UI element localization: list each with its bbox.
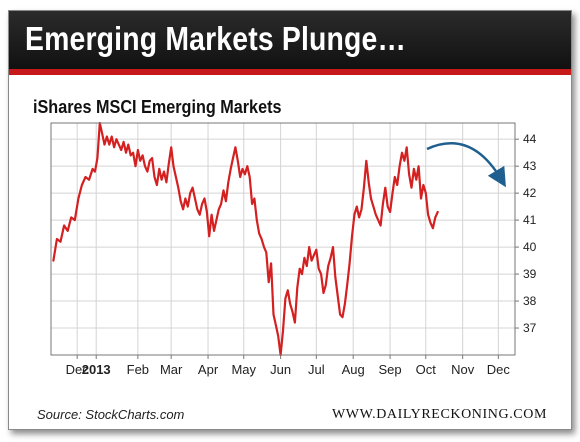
chart-title: iShares MSCI Emerging Markets bbox=[33, 97, 282, 117]
header-banner: Emerging Markets Plunge… bbox=[9, 11, 571, 75]
source-note: Source: StockCharts.com bbox=[37, 407, 185, 422]
x-tick-label: Sep bbox=[379, 362, 402, 377]
x-tick-label: Dec bbox=[66, 362, 90, 377]
x-tick-label: Nov bbox=[451, 362, 475, 377]
banner-title: Emerging Markets Plunge… bbox=[25, 20, 407, 57]
plot-border bbox=[50, 122, 516, 356]
x-tick-label: May bbox=[231, 362, 256, 377]
y-tick-label: 38 bbox=[523, 294, 537, 308]
y-tick-label: 44 bbox=[523, 132, 537, 146]
y-tick-label: 42 bbox=[523, 186, 537, 200]
x-tick-label: Dec bbox=[487, 362, 511, 377]
x-tick-label: Jul bbox=[308, 362, 325, 377]
y-tick-label: 37 bbox=[523, 321, 537, 335]
x-tick-label: Jun bbox=[270, 362, 291, 377]
y-tick-label: 43 bbox=[523, 159, 537, 173]
x-tick-label: Mar bbox=[160, 362, 183, 377]
brand-url: WWW.DAILYRECKONING.COM bbox=[331, 407, 547, 422]
y-tick-label: 40 bbox=[523, 240, 537, 254]
price-series-line bbox=[52, 121, 439, 357]
x-tick-label: 2013 bbox=[82, 362, 111, 377]
chart-card: Emerging Markets Plunge… iShares MSCI Em… bbox=[8, 10, 572, 430]
x-tick-label: Aug bbox=[342, 362, 365, 377]
x-tick-label: Apr bbox=[198, 362, 219, 377]
y-tick-label: 39 bbox=[523, 267, 537, 281]
curved-arrow-annotation bbox=[426, 142, 506, 188]
x-tick-label: Oct bbox=[416, 362, 437, 377]
x-tick-label: Feb bbox=[127, 362, 149, 377]
y-tick-label: 41 bbox=[523, 213, 537, 227]
